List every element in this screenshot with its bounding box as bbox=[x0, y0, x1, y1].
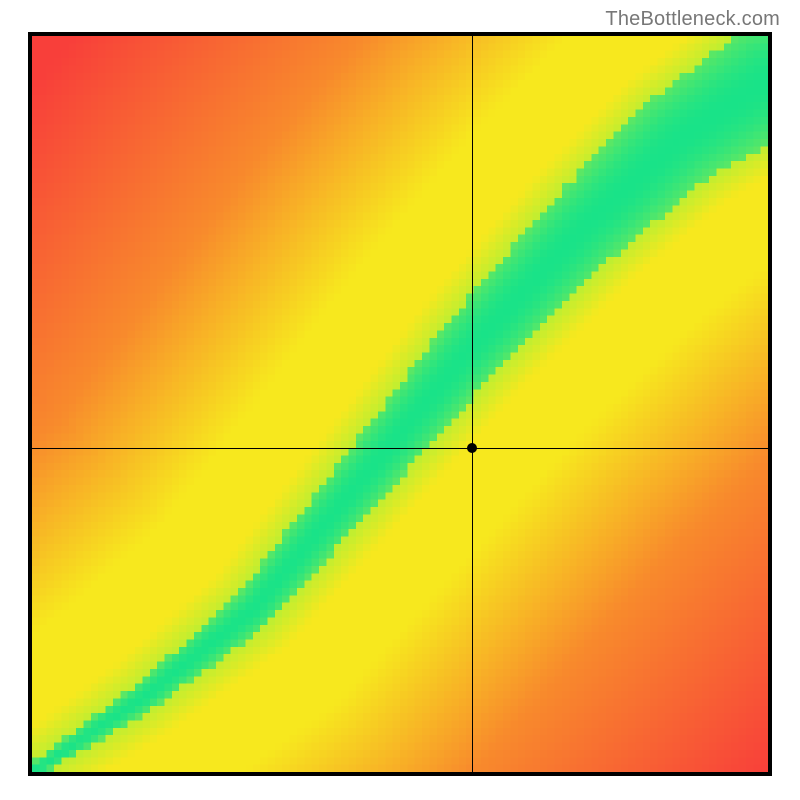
crosshair-horizontal bbox=[32, 448, 768, 449]
crosshair-vertical bbox=[472, 36, 473, 772]
watermark-text: TheBottleneck.com bbox=[605, 8, 780, 31]
heatmap-canvas bbox=[32, 36, 768, 772]
heatmap-plot-frame bbox=[28, 32, 772, 776]
figure-root: TheBottleneck.com bbox=[0, 0, 800, 800]
